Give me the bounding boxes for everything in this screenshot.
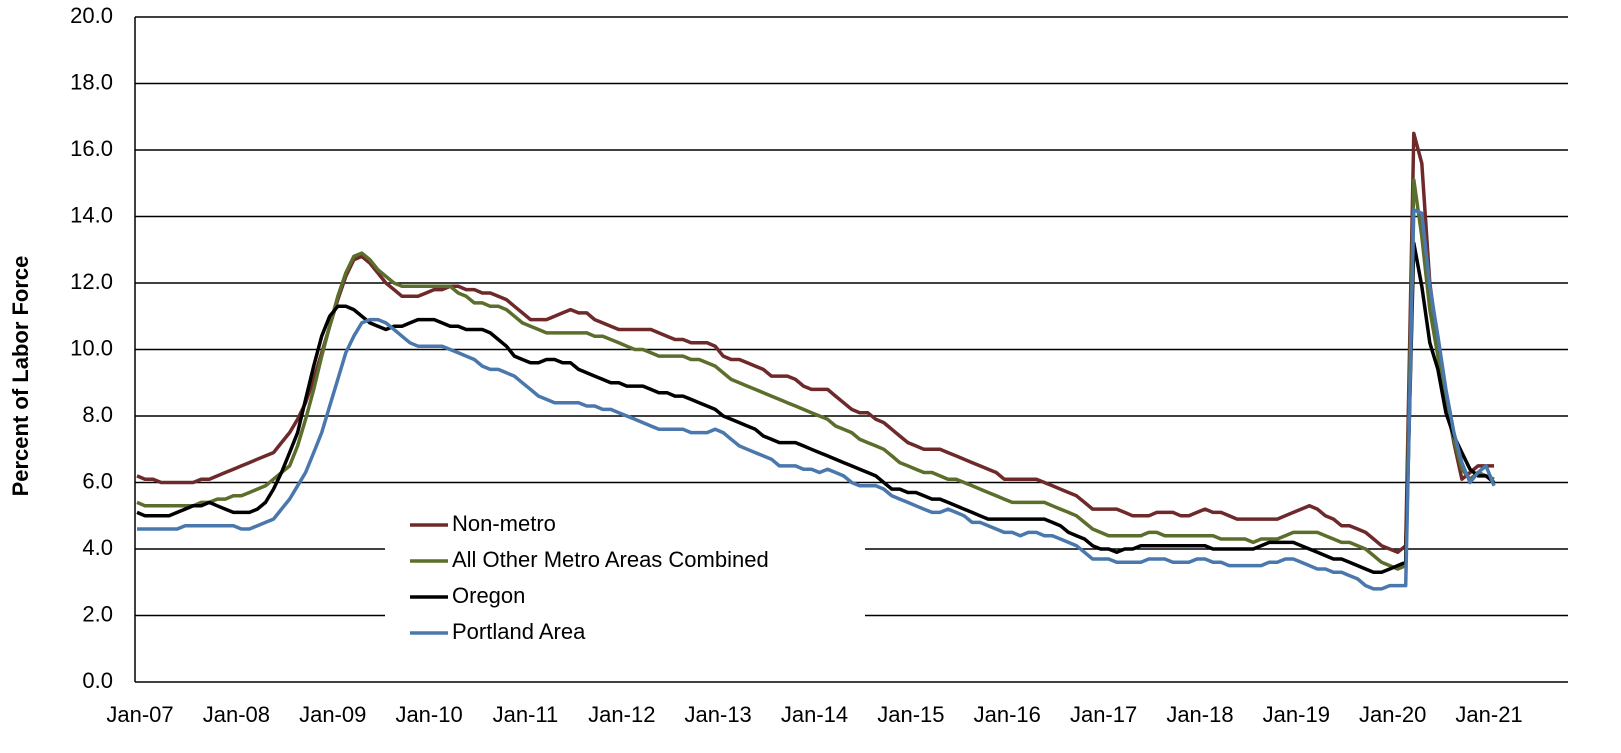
y-tick-label: 20.0 bbox=[70, 3, 113, 28]
legend-box bbox=[385, 505, 865, 650]
y-tick-label: 14.0 bbox=[70, 202, 113, 227]
y-tick-label: 16.0 bbox=[70, 136, 113, 161]
x-tick-label: Jan-19 bbox=[1263, 702, 1330, 727]
y-tick-label: 6.0 bbox=[82, 468, 113, 493]
legend-label: All Other Metro Areas Combined bbox=[452, 547, 769, 572]
series-line bbox=[136, 178, 1495, 571]
x-tick-label: Jan-10 bbox=[395, 702, 462, 727]
legend-label: Non-metro bbox=[452, 511, 556, 536]
x-tick-label: Jan-17 bbox=[1070, 702, 1137, 727]
y-tick-label: 0.0 bbox=[82, 668, 113, 693]
x-tick-label: Jan-13 bbox=[685, 702, 752, 727]
x-tick-label: Jan-14 bbox=[781, 702, 848, 727]
x-tick-label: Jan-12 bbox=[588, 702, 655, 727]
legend: Non-metro All Other Metro Areas Combined O… bbox=[410, 511, 769, 644]
series-line bbox=[136, 241, 1496, 575]
x-tick-label: Jan-15 bbox=[877, 702, 944, 727]
legend-label: Oregon bbox=[452, 583, 525, 608]
x-tick-label: Jan-09 bbox=[299, 702, 366, 727]
y-tick-label: 8.0 bbox=[82, 402, 113, 427]
y-tick-label: 18.0 bbox=[70, 69, 113, 94]
x-tick-label: Jan-11 bbox=[493, 702, 559, 727]
x-tick-label: Jan-21 bbox=[1455, 702, 1522, 727]
y-tick-label: 2.0 bbox=[82, 601, 113, 626]
y-tick-label: 12.0 bbox=[70, 269, 113, 294]
y-tick-label: 4.0 bbox=[82, 535, 113, 560]
series-line bbox=[136, 131, 1495, 555]
x-tick-label: Jan-18 bbox=[1166, 702, 1233, 727]
x-tick-label: Jan-16 bbox=[974, 702, 1041, 727]
x-tick-label: Jan-08 bbox=[203, 702, 270, 727]
series-line bbox=[137, 208, 1496, 591]
grid bbox=[134, 16, 1568, 683]
y-tick-label: 10.0 bbox=[70, 335, 113, 360]
legend-label: Portland Area bbox=[452, 619, 586, 644]
x-tick-label: Jan-20 bbox=[1359, 702, 1426, 727]
lines bbox=[136, 131, 1496, 591]
y-axis-label: Percent of Labor Force bbox=[8, 256, 33, 497]
x-tick-label: Jan-07 bbox=[106, 702, 173, 727]
